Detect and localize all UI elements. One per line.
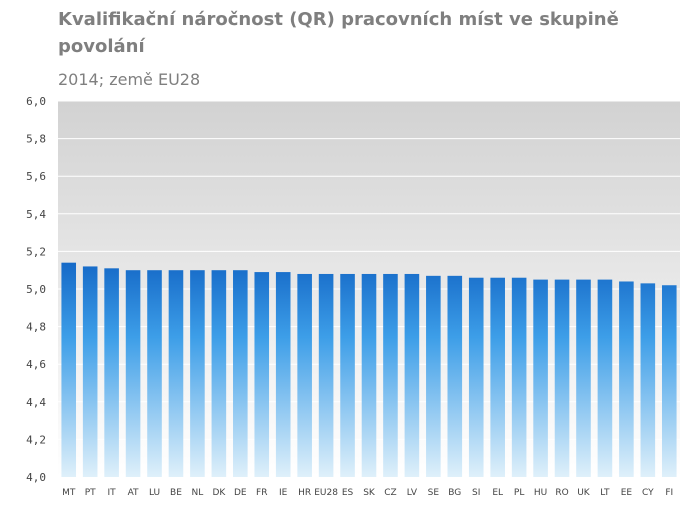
bar-es (340, 273, 355, 477)
bar-sk (361, 273, 377, 477)
y-tick-label: 4,4 (26, 396, 46, 409)
bars (61, 262, 677, 477)
x-tick-label: FI (665, 488, 673, 498)
x-tick-label: EE (621, 488, 633, 498)
y-tick-label: 4,6 (26, 358, 46, 371)
y-tick-label: 4,2 (26, 433, 46, 446)
x-tick-label: DK (212, 488, 226, 498)
x-tick-label: IT (108, 488, 117, 498)
bar-se (426, 275, 441, 477)
x-tick-label: PL (514, 488, 524, 498)
x-tick-label: LV (407, 488, 418, 498)
y-tick-label: 5,0 (26, 283, 46, 296)
bar-mt (61, 262, 77, 477)
x-tick-label: LU (149, 488, 160, 498)
bar-eu28 (318, 273, 334, 477)
y-tick-label: 5,8 (26, 133, 46, 146)
x-tick-label: FR (256, 488, 267, 498)
bar-ee (619, 281, 634, 477)
bar-el (490, 277, 505, 477)
y-tick-label: 5,2 (26, 245, 46, 258)
bar-ro (554, 279, 570, 477)
bar-at (125, 270, 141, 477)
bar-pt (82, 266, 98, 477)
x-tick-label: BE (170, 488, 182, 498)
bar-it (104, 268, 119, 477)
y-tick-label: 5,4 (26, 208, 46, 221)
bar-hr (297, 273, 312, 477)
x-tick-label: HU (534, 488, 547, 498)
x-tick-label: SE (428, 488, 440, 498)
bar-si (468, 277, 484, 477)
x-tick-label: NL (192, 488, 204, 498)
y-tick-label: 4,0 (26, 471, 46, 484)
bar-nl (190, 270, 205, 477)
x-tick-label: HR (298, 488, 311, 498)
x-axis: MT PT IT AT LU BE NL DK DE FR IE HR EU28 ES SK CZ LV SE BG… (62, 488, 673, 498)
chart-subtitle: 2014; země EU28 (58, 70, 201, 89)
x-tick-label: CZ (384, 488, 396, 498)
x-tick-label: EU28 (314, 488, 338, 498)
bar-lt (597, 279, 613, 477)
x-tick-label: EL (492, 488, 503, 498)
x-tick-label: BG (448, 488, 461, 498)
x-tick-label: LT (600, 488, 610, 498)
x-tick-label: MT (62, 488, 76, 498)
y-axis: 4,0 4,2 4,4 4,6 4,8 5,0 5,2 5,4 5,6 5,8 6,0 (26, 95, 46, 484)
x-tick-label: DE (234, 488, 247, 498)
bar-de (233, 270, 248, 477)
y-tick-label: 5,6 (26, 170, 46, 183)
x-tick-label: SI (472, 488, 480, 498)
bar-be (168, 270, 184, 477)
y-tick-label: 4,8 (26, 321, 46, 334)
bar-cz (383, 273, 398, 477)
bar-hu (533, 279, 548, 477)
bar-ie (275, 272, 291, 477)
x-tick-label: CY (642, 488, 654, 498)
chart-title: Kvalifikační náročnost (QR) pracovních m… (58, 9, 619, 57)
bar-lv (404, 273, 420, 477)
x-tick-label: PT (85, 488, 96, 498)
bar-bg (447, 275, 463, 477)
x-tick-label: UK (577, 488, 591, 498)
bar-pl (511, 277, 527, 477)
bar-dk (211, 270, 227, 477)
x-tick-label: IE (279, 488, 288, 498)
x-tick-label: ES (342, 488, 354, 498)
x-tick-label: SK (363, 488, 376, 498)
y-tick-label: 6,0 (26, 95, 46, 108)
bar-lu (147, 270, 162, 477)
bar-cy (640, 283, 656, 477)
bar-fr (254, 272, 270, 477)
bar-fi (661, 285, 677, 477)
bar-uk (576, 279, 591, 477)
x-tick-label: AT (128, 488, 139, 498)
x-tick-label: RO (555, 488, 568, 498)
